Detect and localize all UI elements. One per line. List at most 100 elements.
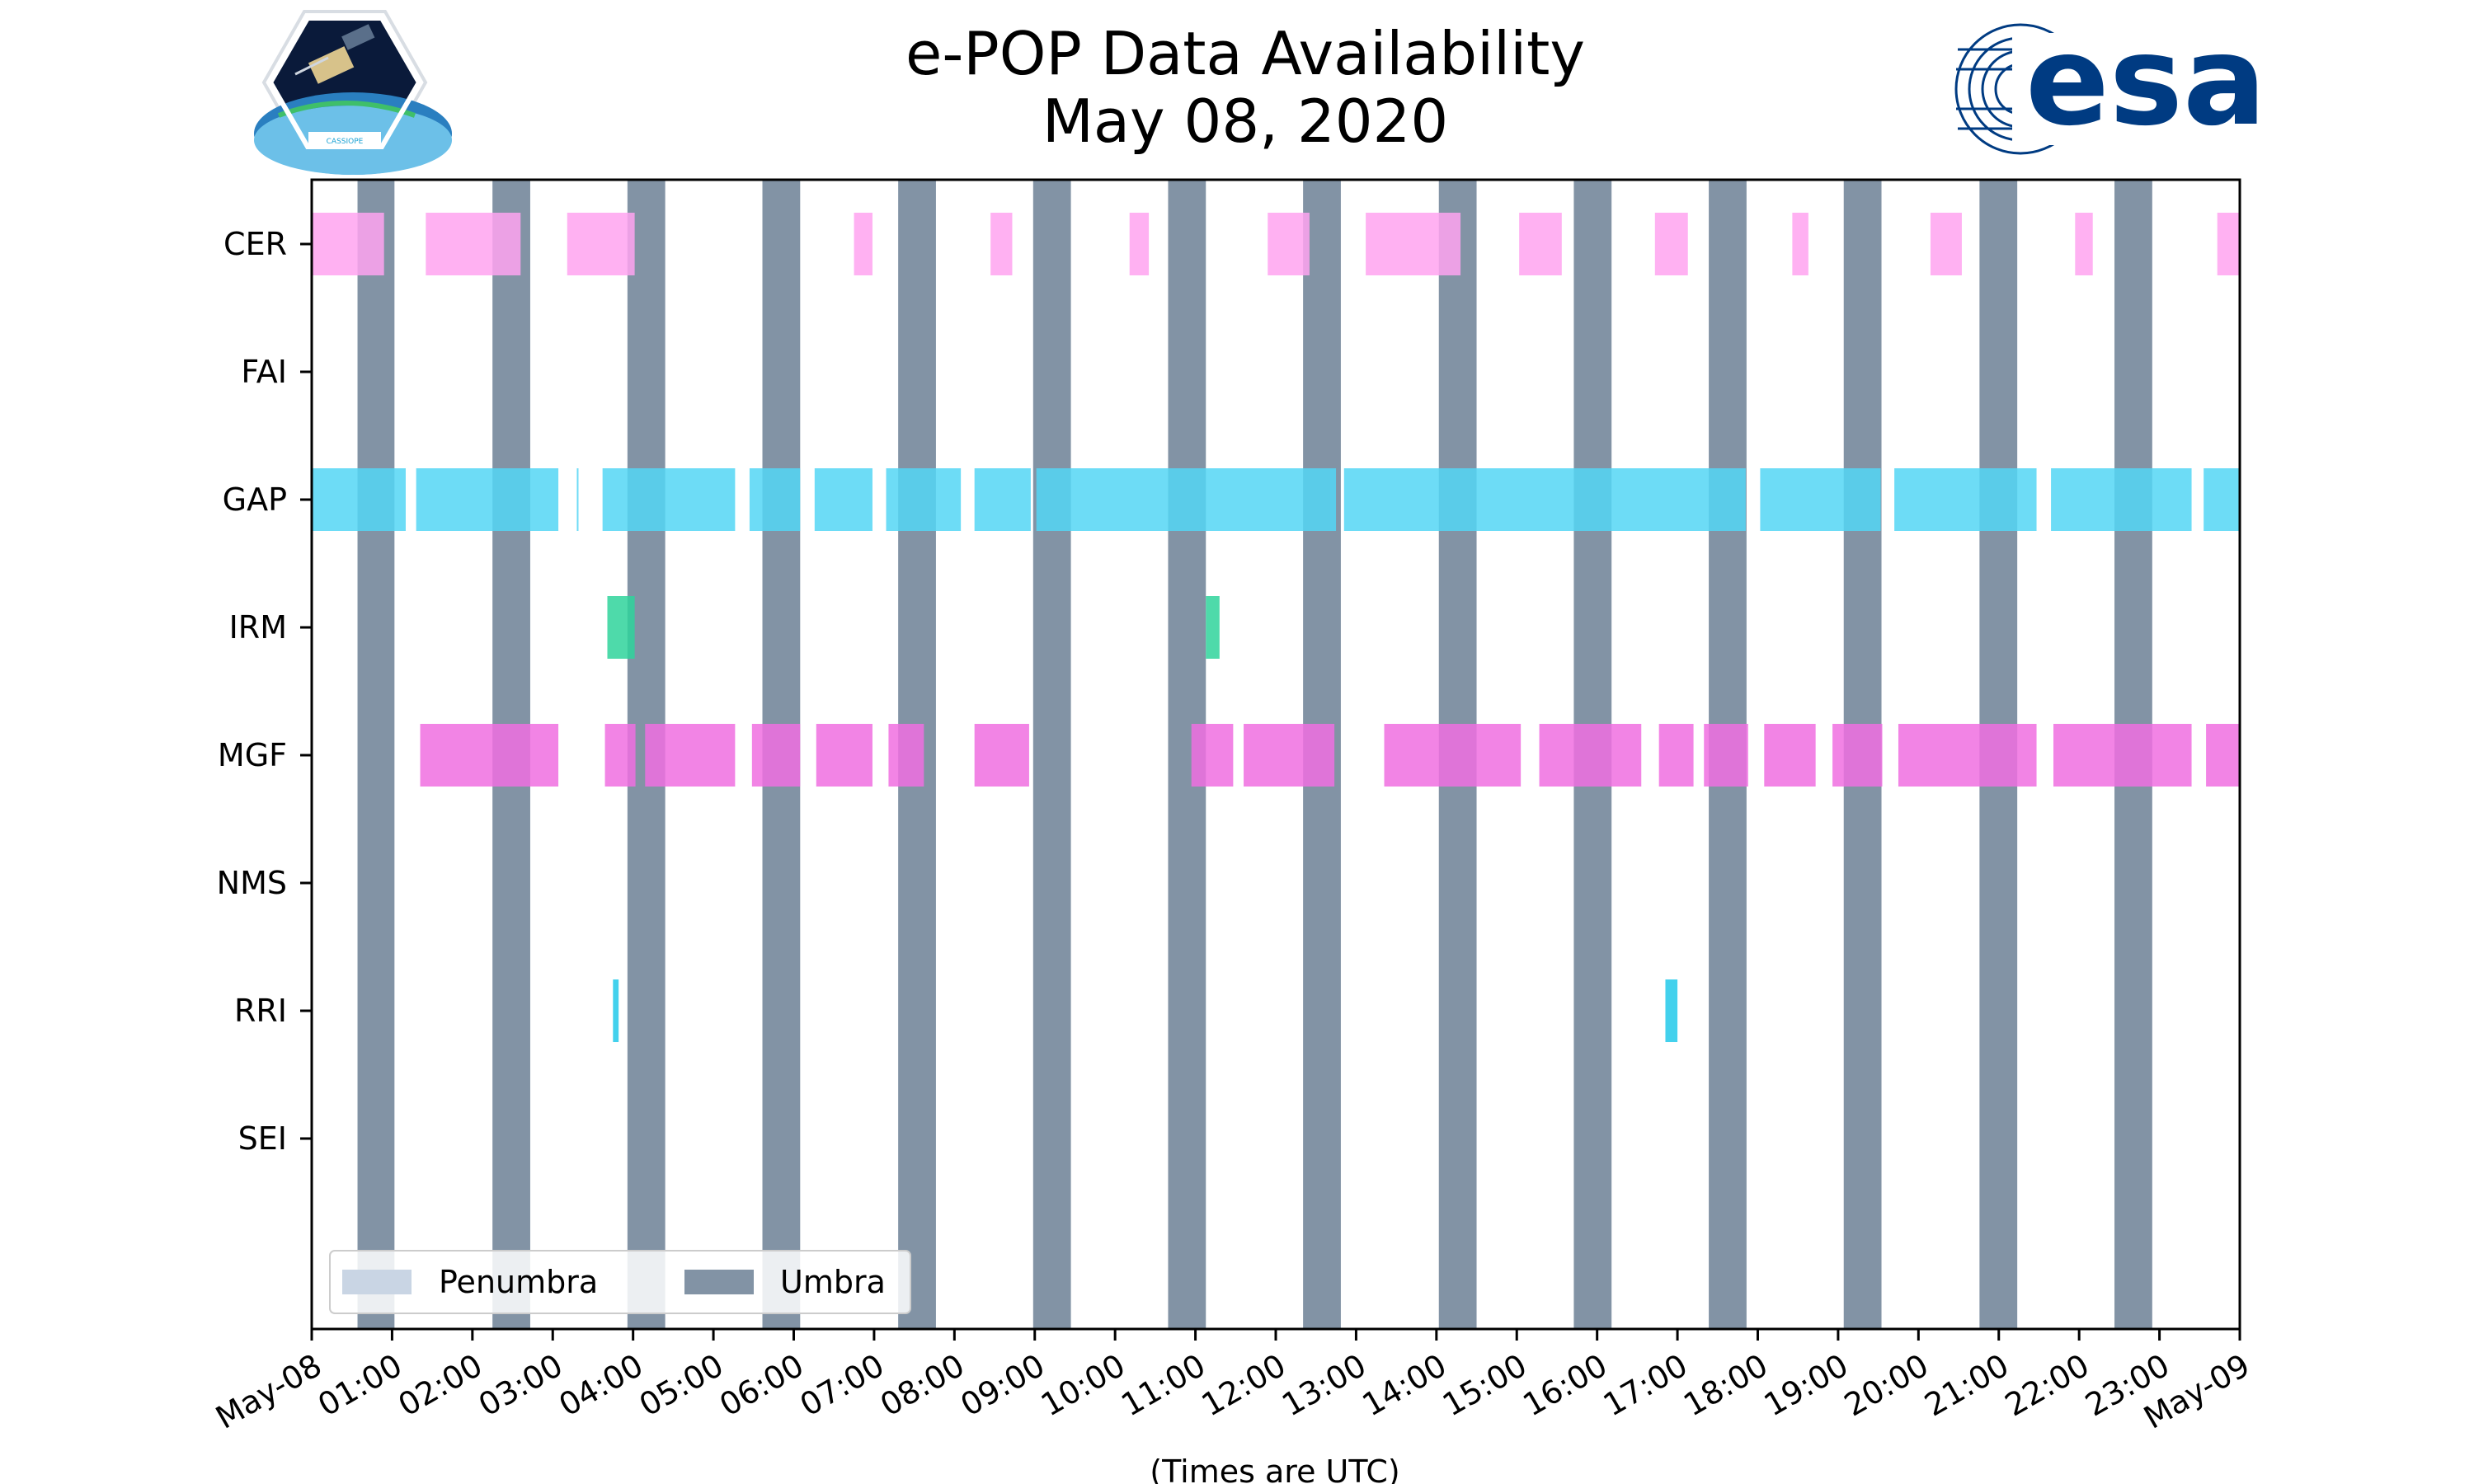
availability-bar-mgf bbox=[1539, 724, 1642, 787]
availability-bar-mgf bbox=[604, 724, 636, 787]
x-tick-label: 06:00 bbox=[713, 1347, 810, 1424]
availability-bar-cer bbox=[2075, 213, 2093, 275]
availability-bar-mgf bbox=[1764, 724, 1816, 787]
umbra-band bbox=[357, 180, 395, 1329]
availability-bar-irm bbox=[607, 596, 635, 659]
availability-bar-gap bbox=[1036, 468, 1337, 531]
availability-bar-cer bbox=[567, 213, 635, 275]
x-tick-label: 17:00 bbox=[1597, 1347, 1694, 1424]
x-tick-label: 02:00 bbox=[392, 1347, 488, 1424]
availability-bar-gap bbox=[974, 468, 1031, 531]
chart-title-line-2: May 08, 2020 bbox=[1042, 87, 1448, 156]
y-tick-label-sei: SEI bbox=[238, 1120, 287, 1157]
y-tick-label-mgf: MGF bbox=[218, 737, 287, 773]
availability-bar-cer bbox=[1268, 213, 1310, 275]
x-tick-label: May-08 bbox=[209, 1347, 327, 1436]
x-axis: May-0801:0002:0003:0004:0005:0006:0007:0… bbox=[209, 1329, 2256, 1436]
availability-bar-mgf bbox=[2206, 724, 2240, 787]
availability-bar-mgf bbox=[1658, 724, 1694, 787]
availability-bar-gap bbox=[1760, 468, 1881, 531]
legend-label-penumbra: Penumbra bbox=[439, 1264, 598, 1300]
umbra-band bbox=[1032, 180, 1071, 1329]
legend-label-umbra: Umbra bbox=[780, 1264, 886, 1300]
legend-swatch-penumbra bbox=[342, 1270, 412, 1294]
y-axis: CER FAI GAP IRM MGF NMS RRI SEI bbox=[217, 226, 312, 1157]
legend-frame bbox=[329, 1250, 911, 1314]
x-tick-label: 01:00 bbox=[312, 1347, 408, 1424]
availability-bar-cer bbox=[854, 213, 872, 275]
x-tick-label: 10:00 bbox=[1035, 1347, 1131, 1424]
availability-bar-cer bbox=[1366, 213, 1461, 275]
availability-bar-cer bbox=[1654, 213, 1688, 275]
esa-logo: esa bbox=[1954, 10, 2266, 155]
x-tick-label: 21:00 bbox=[1918, 1347, 2015, 1424]
y-tick-label-irm: IRM bbox=[229, 609, 287, 646]
x-tick-label: 22:00 bbox=[1999, 1347, 2095, 1424]
availability-bar-irm bbox=[1206, 596, 1220, 659]
availability-bar-mgf bbox=[974, 724, 1029, 787]
x-tick-label: 19:00 bbox=[1758, 1347, 1855, 1424]
availability-bar-gap bbox=[1894, 468, 2037, 531]
x-tick-label: 15:00 bbox=[1437, 1347, 1533, 1424]
y-tick-label-fai: FAI bbox=[241, 354, 287, 390]
plot-area bbox=[310, 178, 2241, 1331]
availability-bar-mgf bbox=[1244, 724, 1335, 787]
availability-bar-gap bbox=[312, 468, 406, 531]
availability-bar-cer bbox=[426, 213, 521, 275]
availability-bar-gap bbox=[602, 468, 736, 531]
availability-bar-gap bbox=[416, 468, 559, 531]
availability-bar-cer bbox=[990, 213, 1013, 275]
availability-bar-rri bbox=[613, 979, 619, 1042]
x-tick-label: 13:00 bbox=[1276, 1347, 1372, 1424]
availability-bar-cer bbox=[1792, 213, 1808, 275]
x-tick-label: 18:00 bbox=[1677, 1347, 1774, 1424]
y-tick-label-nms: NMS bbox=[217, 865, 287, 901]
cassiope-logo-text: CASSIOPE bbox=[327, 138, 364, 146]
availability-bar-mgf bbox=[1704, 724, 1748, 787]
x-tick-label: 05:00 bbox=[633, 1347, 730, 1424]
availability-bar-mgf bbox=[1832, 724, 1883, 787]
x-axis-label: (Times are UTC) bbox=[1150, 1453, 1399, 1484]
availability-bar-mgf bbox=[751, 724, 801, 787]
availability-bar-cer bbox=[1129, 213, 1150, 275]
availability-bar-gap bbox=[886, 468, 962, 531]
availability-bar-mgf bbox=[645, 724, 736, 787]
availability-bar-gap bbox=[2204, 468, 2240, 531]
availability-bar-mgf bbox=[888, 724, 924, 787]
availability-bar-gap bbox=[814, 468, 872, 531]
availability-bar-rri bbox=[1665, 979, 1678, 1042]
availability-bar-cer bbox=[1519, 213, 1562, 275]
x-tick-label: 08:00 bbox=[874, 1347, 971, 1424]
availability-bar-mgf bbox=[1898, 724, 2037, 787]
x-tick-label: 11:00 bbox=[1115, 1347, 1211, 1424]
y-tick-label-rri: RRI bbox=[234, 993, 287, 1029]
availability-bar-cer bbox=[312, 213, 384, 275]
y-tick-label-gap: GAP bbox=[223, 481, 287, 518]
availability-bar-gap bbox=[749, 468, 801, 531]
availability-bar-gap bbox=[2051, 468, 2192, 531]
legend: Penumbra Umbra bbox=[329, 1250, 911, 1314]
legend-swatch-umbra bbox=[684, 1270, 754, 1294]
availability-bar-gap bbox=[576, 468, 579, 531]
esa-logo-text: esa bbox=[2025, 10, 2266, 153]
x-tick-label: 03:00 bbox=[473, 1347, 569, 1424]
availability-bar-cer bbox=[2217, 213, 2240, 275]
y-tick-label-cer: CER bbox=[223, 226, 287, 262]
x-tick-label: 07:00 bbox=[794, 1347, 891, 1424]
x-tick-label: 20:00 bbox=[1838, 1347, 1935, 1424]
availability-bar-mgf bbox=[1384, 724, 1522, 787]
chart-title-line-1: e-POP Data Availability bbox=[905, 19, 1585, 88]
availability-bar-gap bbox=[1343, 468, 1746, 531]
availability-bar-mgf bbox=[1191, 724, 1234, 787]
availability-bar-cer bbox=[1930, 213, 1962, 275]
x-tick-label: 12:00 bbox=[1196, 1347, 1292, 1424]
availability-bar-mgf bbox=[420, 724, 559, 787]
x-tick-label: 04:00 bbox=[553, 1347, 649, 1424]
cassiope-logo: CASSIOPE bbox=[254, 10, 452, 175]
x-tick-label: 16:00 bbox=[1517, 1347, 1613, 1424]
x-tick-label: 09:00 bbox=[954, 1347, 1051, 1424]
availability-bar-mgf bbox=[2053, 724, 2192, 787]
availability-bar-mgf bbox=[816, 724, 872, 787]
x-tick-label: 14:00 bbox=[1356, 1347, 1452, 1424]
